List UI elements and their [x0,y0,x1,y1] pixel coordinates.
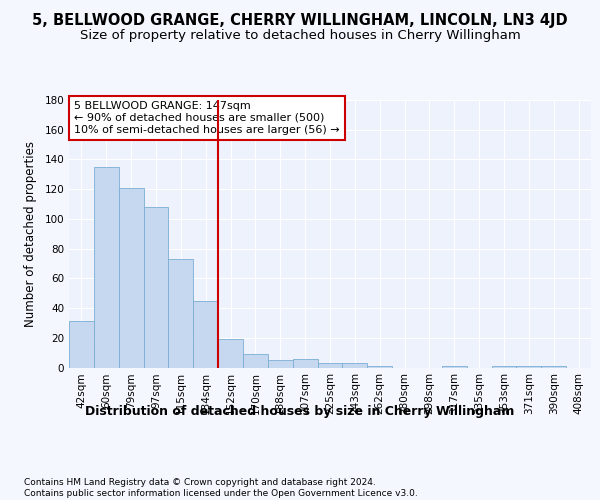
Bar [94,167,119,368]
Bar [517,366,541,368]
Text: 5, BELLWOOD GRANGE, CHERRY WILLINGHAM, LINCOLN, LN3 4JD: 5, BELLWOOD GRANGE, CHERRY WILLINGHAM, L… [32,12,568,28]
Bar [69,322,94,368]
Bar [243,354,268,368]
Bar [218,340,243,367]
Bar [317,363,343,368]
Bar [442,366,467,368]
Bar [541,366,566,368]
Text: 5 BELLWOOD GRANGE: 147sqm
← 90% of detached houses are smaller (500)
10% of semi: 5 BELLWOOD GRANGE: 147sqm ← 90% of detac… [74,102,340,134]
Bar [491,366,517,368]
Text: Distribution of detached houses by size in Cherry Willingham: Distribution of detached houses by size … [85,405,515,418]
Bar [343,363,367,368]
Bar [169,259,193,368]
Bar [119,188,143,368]
Bar [293,358,317,368]
Bar [268,360,293,368]
Bar [193,300,218,368]
Text: Size of property relative to detached houses in Cherry Willingham: Size of property relative to detached ho… [80,29,520,42]
Bar [143,207,169,368]
Y-axis label: Number of detached properties: Number of detached properties [25,141,37,327]
Text: Contains HM Land Registry data © Crown copyright and database right 2024.
Contai: Contains HM Land Registry data © Crown c… [24,478,418,498]
Bar [367,366,392,368]
